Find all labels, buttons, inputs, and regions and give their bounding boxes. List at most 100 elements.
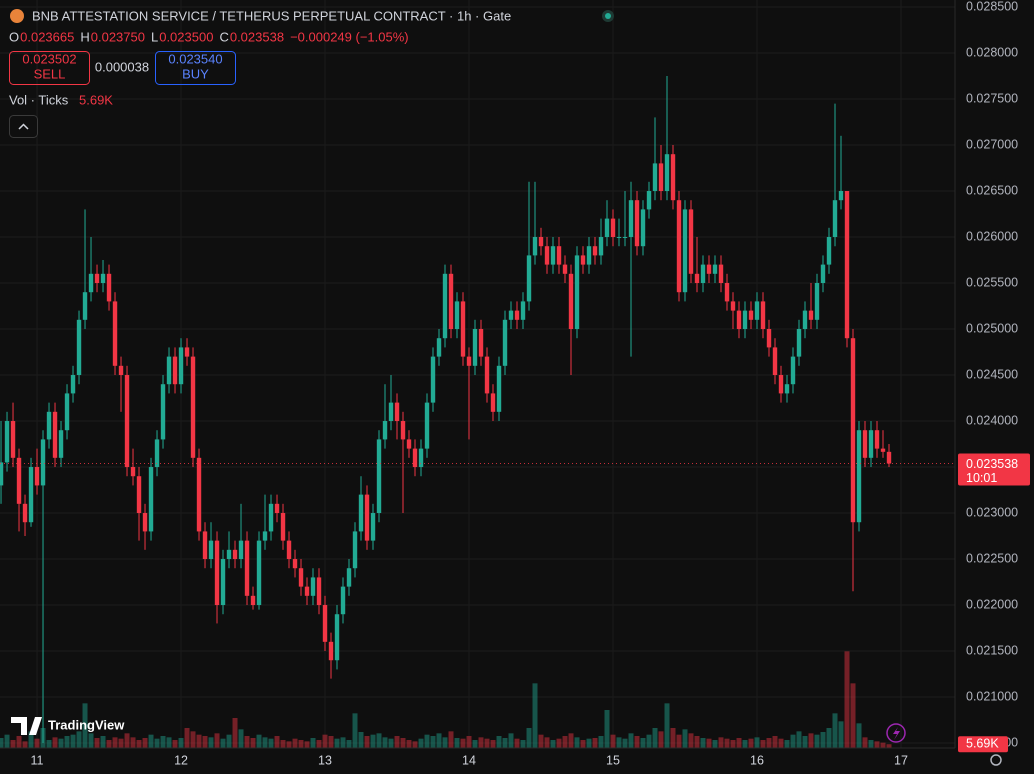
- candle-body: [466, 356, 472, 366]
- candle-body: [496, 365, 502, 412]
- candle-body: [880, 448, 886, 452]
- volume-bar: [430, 736, 436, 748]
- volume-bar: [442, 737, 448, 748]
- volume-bar: [472, 740, 478, 748]
- candle-body: [310, 577, 316, 596]
- volume-bar: [412, 741, 418, 748]
- volume-bar: [76, 731, 82, 748]
- candle-body: [520, 301, 526, 320]
- volume-bar: [256, 734, 262, 748]
- x-tick-label: 11: [31, 753, 44, 767]
- candle-body: [262, 531, 268, 541]
- volume-bar: [340, 737, 346, 748]
- candle-body: [694, 273, 700, 284]
- volume-bar: [334, 738, 340, 748]
- candle-body: [40, 439, 46, 486]
- candle-body: [832, 200, 838, 238]
- candle-body: [580, 255, 586, 265]
- volume-bar: [664, 703, 670, 748]
- y-tick-label: 0.024500: [966, 367, 1018, 381]
- volume-bar: [832, 713, 838, 748]
- volume-bar: [28, 731, 34, 748]
- candle-body: [460, 301, 466, 357]
- candle-body: [670, 154, 676, 201]
- candle-body: [370, 513, 376, 541]
- volume-bar: [544, 737, 550, 748]
- volume-bar: [172, 740, 178, 748]
- volume-bar: [418, 738, 424, 748]
- volume-bar: [394, 736, 400, 748]
- volume-bar: [688, 733, 694, 748]
- ohlc-value: 0.023750: [91, 29, 145, 44]
- volume-bar: [844, 651, 850, 748]
- volume-bar: [652, 728, 658, 748]
- volume-bar: [226, 734, 232, 748]
- candle-body: [106, 273, 112, 302]
- volume-bar: [406, 740, 412, 748]
- volume-tag: [958, 736, 1008, 753]
- volume-bar: [130, 737, 136, 748]
- logo-text[interactable]: TradingView: [48, 717, 125, 732]
- volume-bar: [70, 734, 76, 748]
- volume-bar: [232, 718, 238, 748]
- lightning-button[interactable]: [886, 723, 906, 743]
- candle-body: [406, 439, 412, 449]
- candle-body: [634, 200, 640, 247]
- volume-bar: [52, 737, 58, 748]
- volume-bar: [208, 737, 214, 748]
- candle-body: [790, 356, 796, 385]
- volume-bar: [322, 734, 328, 748]
- candle-body: [214, 540, 220, 606]
- volume-bar: [568, 733, 574, 748]
- buy-button[interactable]: [155, 51, 236, 85]
- sell-button[interactable]: [9, 51, 90, 85]
- candle-body: [352, 531, 358, 569]
- candle-body: [652, 163, 658, 192]
- candle-body: [376, 439, 382, 514]
- candle-body: [886, 451, 892, 464]
- candle-body: [640, 209, 646, 247]
- candle-body: [328, 641, 334, 661]
- volume-bar: [388, 738, 394, 748]
- candle-body: [322, 605, 328, 642]
- ohlc-value: 0.023538: [230, 29, 284, 44]
- volume-bar: [82, 703, 88, 748]
- y-tick-label: 0.025500: [966, 275, 1018, 289]
- volume-value: 5.69K: [79, 92, 113, 107]
- candle-body: [64, 393, 70, 431]
- candle-body: [136, 476, 142, 514]
- collapse-button[interactable]: [9, 115, 38, 138]
- volume-bar: [520, 740, 526, 748]
- candle-body: [382, 421, 388, 440]
- candle-body: [778, 375, 784, 394]
- candle-body: [304, 586, 310, 596]
- candle-body: [268, 503, 274, 532]
- volume-bar: [448, 731, 454, 748]
- candle-body: [172, 356, 178, 385]
- volume-bar: [646, 734, 652, 748]
- candle-body: [190, 356, 196, 458]
- volume-bar: [166, 737, 172, 748]
- volume-bar: [562, 736, 568, 748]
- volume-bar: [454, 738, 460, 748]
- candle-body: [820, 264, 826, 284]
- volume-bar: [184, 728, 190, 748]
- symbol-title[interactable]: BNB ATTESTATION SERVICE / TETHERUS PERPE…: [32, 8, 511, 23]
- volume-bar: [4, 734, 10, 748]
- volume-bar: [268, 738, 274, 748]
- volume-bar: [310, 738, 316, 748]
- volume-bar: [64, 736, 70, 748]
- candle-body: [130, 467, 136, 477]
- symbol-icon: [10, 9, 24, 23]
- volume-bar: [736, 738, 742, 748]
- volume-bar: [16, 736, 22, 748]
- volume-bar: [838, 721, 844, 748]
- settings-icon[interactable]: [990, 754, 1002, 766]
- candle-body: [346, 568, 352, 587]
- volume-bar: [88, 733, 94, 748]
- volume-bar: [214, 733, 220, 748]
- volume-bar: [556, 738, 562, 748]
